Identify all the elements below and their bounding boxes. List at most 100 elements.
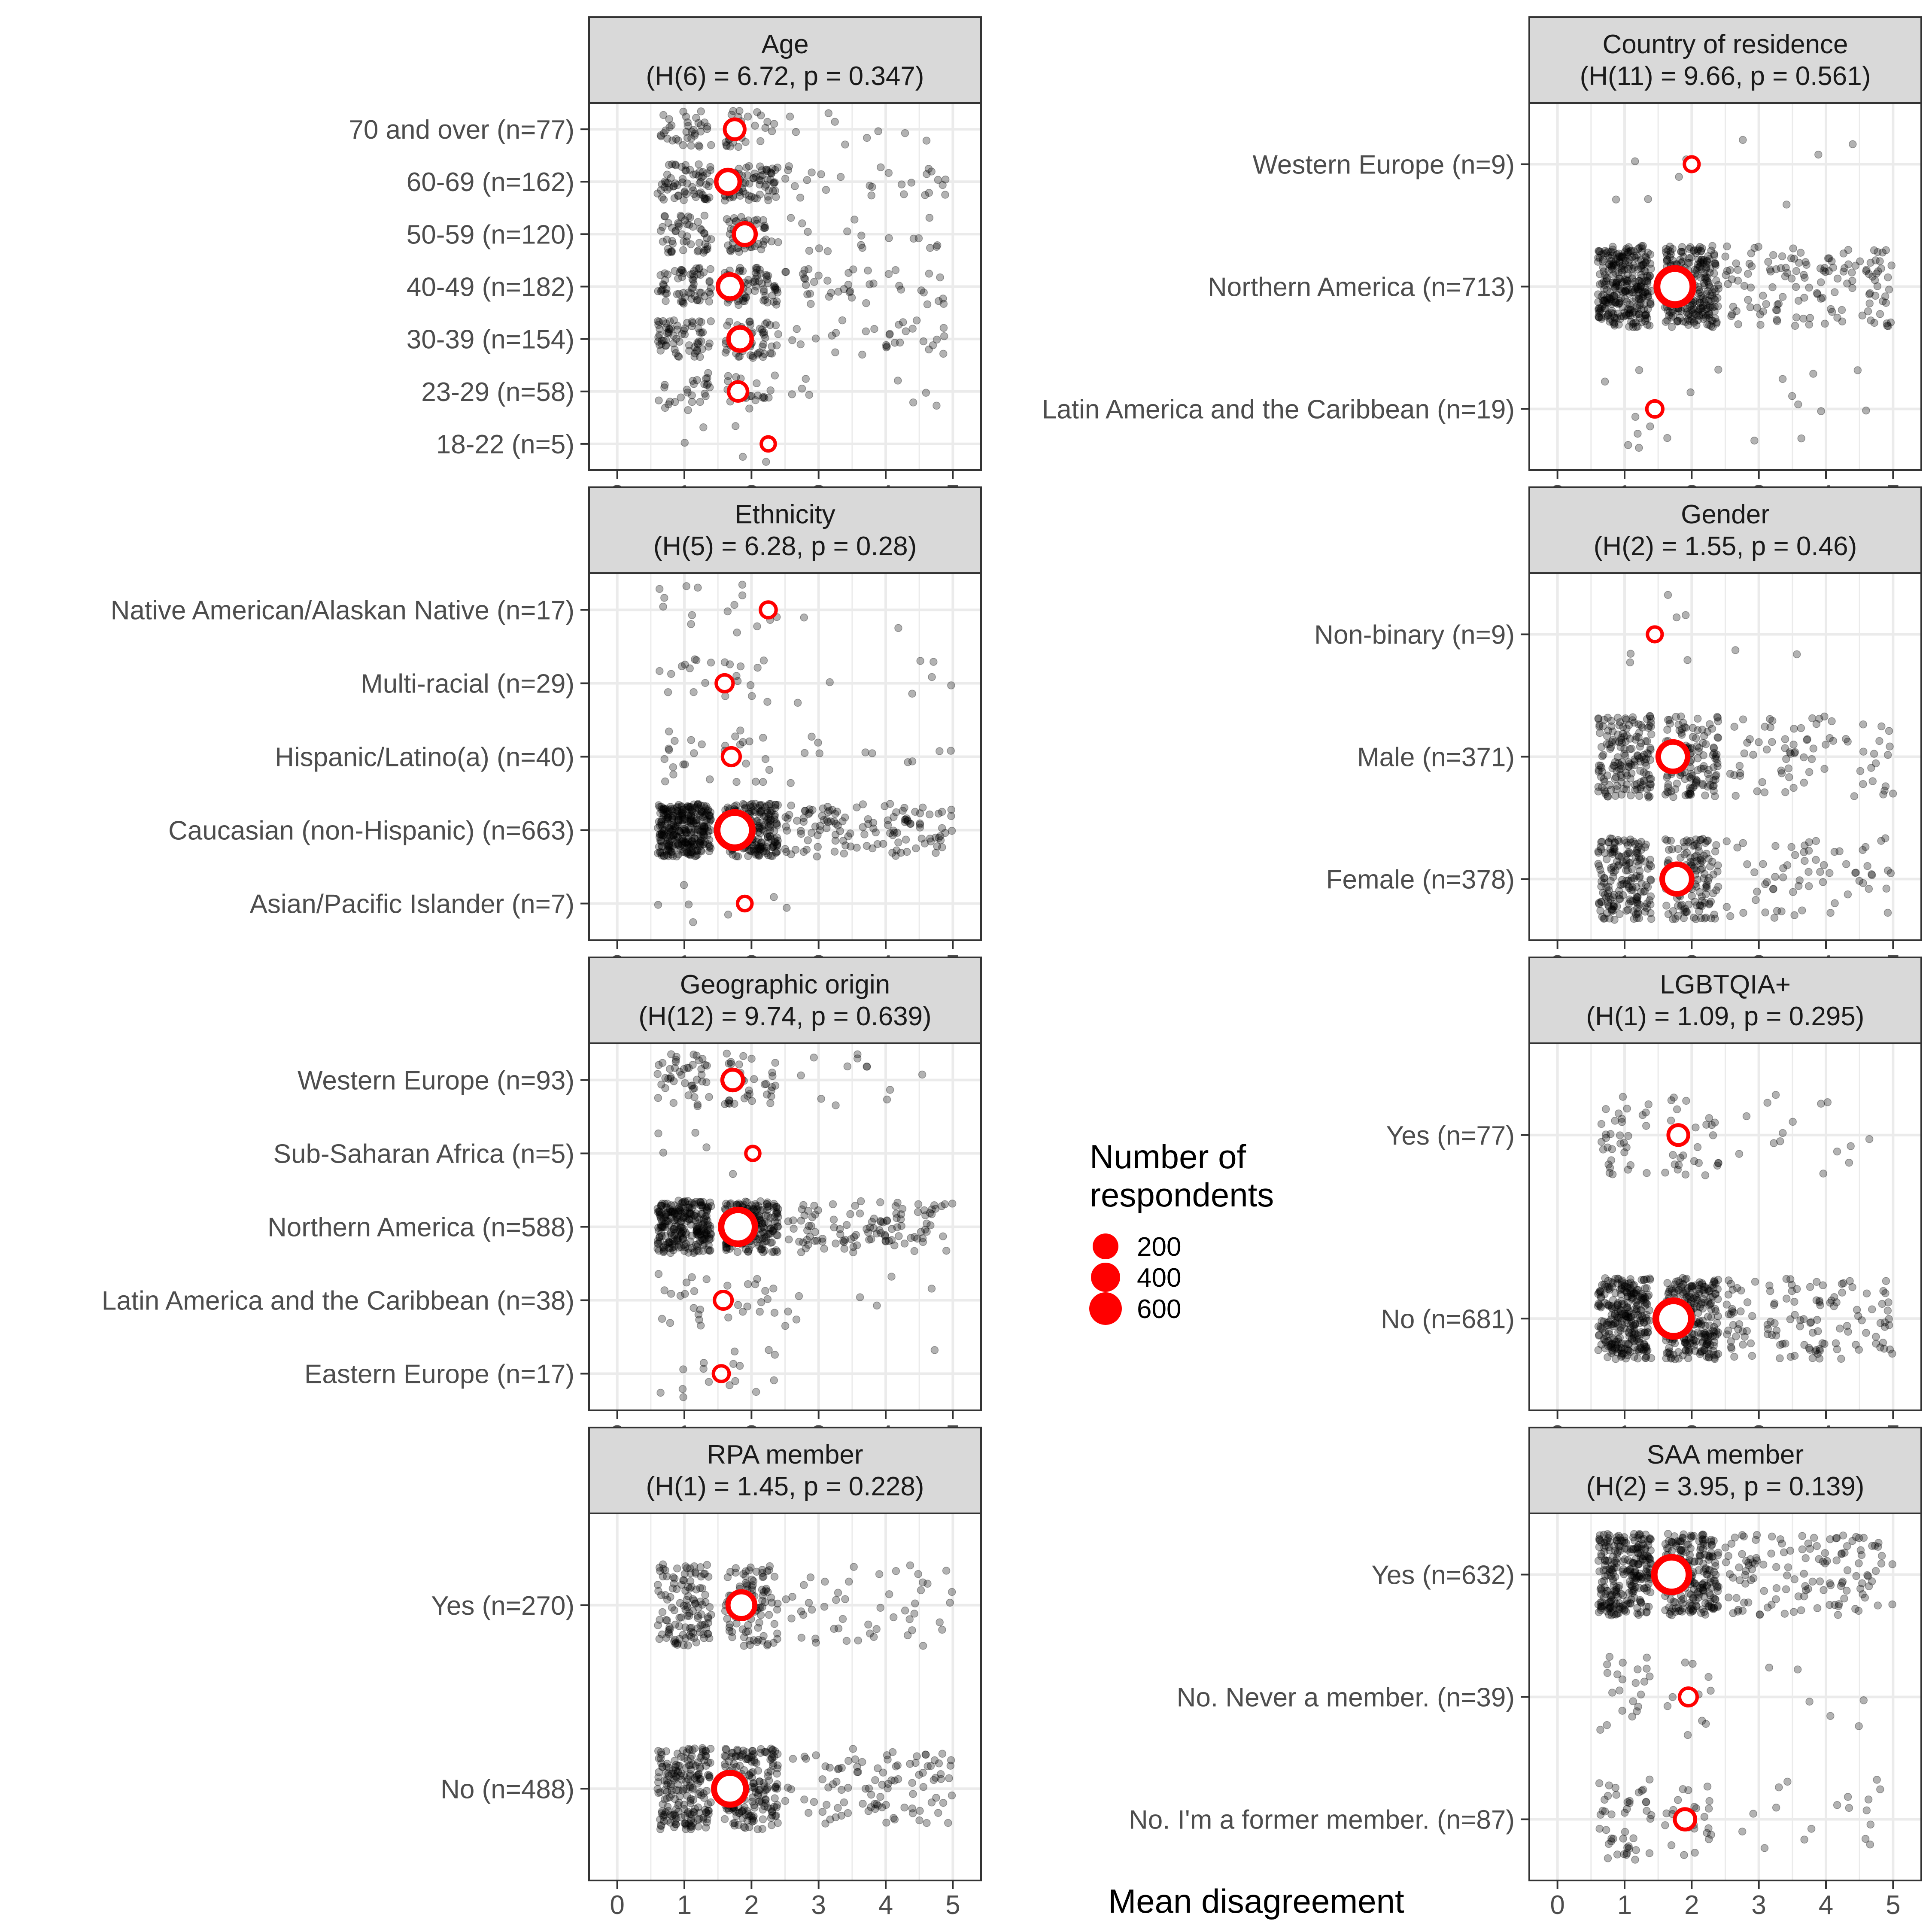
respondent-point [700,292,709,301]
respondent-point [661,777,669,786]
respondent-point [680,187,689,195]
respondent-point [701,195,709,204]
respondent-point [828,331,836,340]
respondent-point [753,1275,761,1283]
respondent-point [753,622,761,631]
respondent-point [772,301,781,309]
respondent-point [1708,323,1717,331]
respondent-point [872,1625,881,1633]
respondent-point [671,737,679,745]
respondent-point [1698,893,1706,901]
respondent-point [797,1634,806,1642]
respondent-point [1698,857,1706,866]
respondent-point [799,270,807,278]
respondent-point [687,295,696,303]
respondent-point [803,290,811,298]
respondent-point [1871,276,1879,284]
respondent-point [1627,1293,1636,1301]
respondent-point [1623,1303,1631,1312]
respondent-point [756,808,764,817]
respondent-point [1723,242,1731,251]
respondent-point [736,264,744,272]
respondent-point [843,227,851,236]
respondent-point [721,692,729,700]
respondent-point [724,241,732,249]
respondent-point [1647,730,1656,738]
respondent-point [1710,910,1718,919]
respondent-point [689,283,697,292]
respondent-point [694,583,702,592]
respondent-point [701,824,710,832]
respondent-point [700,211,709,220]
respondent-point [688,128,696,136]
respondent-point [832,329,840,337]
respondent-point [655,318,663,326]
respondent-point [1790,1297,1798,1306]
y-tick-label: Latin America and the Caribbean (n=19) [1042,395,1515,425]
respondent-point [756,162,764,170]
respondent-point [663,185,671,194]
respondent-point [787,214,795,222]
respondent-point [1666,243,1674,251]
respondent-point [663,170,671,179]
respondent-point [1769,885,1777,893]
respondent-point [910,1247,919,1255]
respondent-point [761,182,769,191]
respondent-point [770,179,778,188]
respondent-point [942,1567,951,1575]
respondent-point [732,672,741,680]
respondent-point [1797,434,1805,443]
respondent-point [726,246,734,254]
respondent-point [1646,422,1654,431]
respondent-point [1877,722,1886,731]
respondent-point [818,1234,827,1243]
respondent-point [769,187,777,195]
respondent-point [688,391,696,400]
respondent-point [748,1097,756,1105]
respondent-point [723,346,731,354]
respondent-point [1787,254,1795,262]
respondent-point [751,122,759,130]
respondent-point [1633,1331,1642,1340]
respondent-point [858,244,866,252]
respondent-point [1848,276,1856,285]
respondent-point [781,845,790,853]
respondent-point [1635,277,1643,285]
respondent-point [912,844,920,853]
respondent-point [692,264,700,273]
respondent-point [727,1058,735,1066]
respondent-point [923,170,931,178]
respondent-point [1604,252,1613,260]
respondent-point [773,164,782,172]
respondent-point [1704,770,1712,778]
respondent-point [765,393,773,402]
respondent-point [1763,1099,1771,1107]
respondent-point [756,266,764,274]
respondent-point [758,166,766,174]
respondent-point [814,271,823,280]
respondent-point [1633,1305,1641,1313]
respondent-point [1609,259,1617,267]
respondent-point [695,317,704,325]
respondent-point [1633,304,1641,313]
respondent-point [762,1200,771,1209]
respondent-point [1646,272,1654,281]
respondent-point [1853,366,1862,374]
facet-title: Age [761,30,808,59]
respondent-point [658,193,666,202]
respondent-point [663,134,671,143]
respondent-point [665,727,673,735]
respondent-point [1710,1118,1719,1127]
respondent-point [679,1214,687,1222]
respondent-point [660,594,668,602]
respondent-point [697,847,706,856]
respondent-point [1772,265,1780,273]
respondent-point [870,325,878,333]
respondent-point [803,176,811,184]
respondent-point [1748,1312,1756,1320]
respondent-point [1828,308,1836,316]
respondent-point [1729,1309,1738,1317]
y-tick-label: Western Europe (n=93) [298,1066,574,1096]
respondent-point [860,830,869,838]
respondent-point [1714,1276,1722,1284]
